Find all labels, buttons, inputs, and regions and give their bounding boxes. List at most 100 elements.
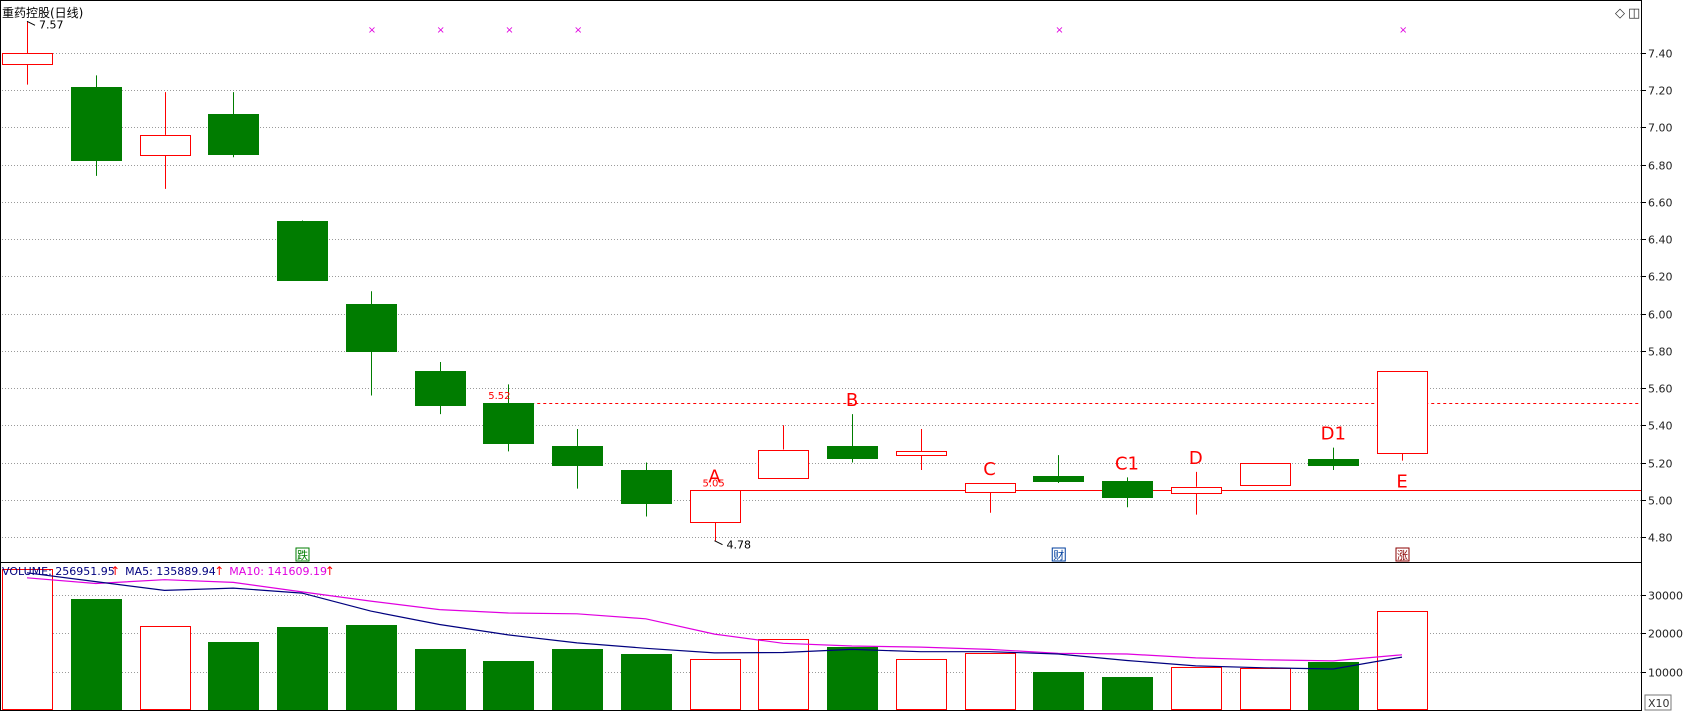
event-flag-涨[interactable]: 涨 bbox=[1397, 549, 1408, 562]
signal-x-marker: × bbox=[574, 25, 582, 36]
candle-body bbox=[552, 446, 603, 466]
volume-bar-10 bbox=[690, 659, 741, 710]
grid: 7.40 7.20 7.00 6.80 6.60 6.40 6.20 6.00 5.80 5.60… bbox=[2, 48, 1683, 680]
candle-1 bbox=[71, 75, 122, 176]
price-tick-label: 6.00 bbox=[1648, 309, 1673, 322]
reference-line-label: 5.52 bbox=[488, 391, 510, 402]
price-tick-label: 6.20 bbox=[1648, 271, 1673, 284]
volume-bar-6 bbox=[415, 649, 466, 710]
legend-up-arrow-icon: ↑ bbox=[214, 564, 224, 578]
price-tick-label: 4.80 bbox=[1648, 532, 1673, 545]
volume-legend-item: MA5: 135889.94 bbox=[125, 565, 216, 578]
legend-up-arrow-icon: ↑ bbox=[110, 564, 120, 578]
high-marker-label: 7.57 bbox=[39, 18, 64, 31]
candle-18 bbox=[1240, 463, 1291, 486]
candle-body bbox=[140, 135, 191, 156]
volume-legend-item: VOLUME: 256951.95 bbox=[2, 565, 115, 578]
annotation-D1: D1 bbox=[1321, 424, 1346, 445]
event-flag-box bbox=[1395, 547, 1410, 562]
price-tick-label: 5.80 bbox=[1648, 346, 1673, 359]
candle-11 bbox=[758, 425, 809, 479]
volume-bar-14 bbox=[965, 653, 1016, 710]
price-tick-label: 5.20 bbox=[1648, 458, 1673, 471]
volume-bars bbox=[2, 569, 1428, 710]
volume-bar-15 bbox=[1033, 672, 1084, 710]
candle-body bbox=[1102, 481, 1153, 498]
candle-body bbox=[1171, 487, 1222, 494]
volume-tick-label: 20000 bbox=[1648, 628, 1683, 641]
low-marker-label: 4.78 bbox=[727, 539, 752, 552]
candle-15 bbox=[1033, 455, 1084, 484]
chart-title: 重药控股(日线) bbox=[2, 6, 83, 20]
volume-bar-8 bbox=[552, 649, 603, 710]
candle-body bbox=[690, 490, 741, 523]
event-flag-跌[interactable]: 跌 bbox=[297, 548, 308, 562]
volume-bar-11 bbox=[758, 639, 809, 710]
annotation-E: E bbox=[1396, 472, 1407, 493]
candles bbox=[2, 21, 1428, 541]
candle-6 bbox=[415, 362, 466, 415]
diamond-icon[interactable]: ◇ bbox=[1615, 6, 1625, 21]
volume-bar-13 bbox=[896, 659, 947, 710]
candle-3 bbox=[208, 92, 259, 158]
volume-bar-12 bbox=[827, 647, 878, 710]
volume-bar-2 bbox=[140, 626, 191, 710]
candle-20 bbox=[1377, 371, 1428, 461]
price-tick-label: 5.60 bbox=[1648, 383, 1673, 396]
annotation-C1: C1 bbox=[1115, 453, 1139, 474]
reference-line-label: 5.05 bbox=[703, 478, 725, 489]
volume-legend-item: MA10: 141609.19 bbox=[229, 565, 327, 578]
candle-19 bbox=[1308, 447, 1359, 470]
candle-body bbox=[965, 483, 1016, 493]
signal-x-marker: × bbox=[505, 25, 513, 36]
legend-up-arrow-icon: ↑ bbox=[325, 564, 335, 578]
price-tick-label: 7.00 bbox=[1648, 122, 1673, 135]
volume-bar-9 bbox=[621, 654, 672, 710]
price-tick-label: 6.40 bbox=[1648, 234, 1673, 247]
candle-0 bbox=[2, 21, 53, 85]
price-tick-label: 5.00 bbox=[1648, 495, 1673, 508]
candle-body bbox=[758, 450, 809, 479]
chart-labels: VOLUME: 256951.95↑ MA5: 135889.94↑ MA10: 1… bbox=[2, 18, 1410, 578]
candle-body bbox=[71, 87, 122, 161]
volume-bar-4 bbox=[277, 627, 328, 710]
candle-body bbox=[621, 470, 672, 504]
volume-bar-17 bbox=[1171, 667, 1222, 710]
candle-4 bbox=[277, 220, 328, 281]
candle-7 bbox=[483, 384, 534, 452]
price-tick-label: 5.40 bbox=[1648, 420, 1673, 433]
volume-tick-label: 10000 bbox=[1648, 667, 1683, 680]
candle-body bbox=[896, 451, 947, 456]
event-flag-财[interactable]: 财 bbox=[1053, 548, 1064, 562]
price-tick-label: 7.40 bbox=[1648, 48, 1673, 61]
candle-body bbox=[1033, 476, 1084, 482]
volume-unit-badge: X10 bbox=[1648, 697, 1670, 710]
candle-body bbox=[208, 114, 259, 155]
candle-17 bbox=[1171, 471, 1222, 515]
price-tick-label: 6.80 bbox=[1648, 160, 1673, 173]
volume-bar-19 bbox=[1308, 662, 1359, 710]
volume-bar-18 bbox=[1240, 668, 1291, 710]
volume-bar-3 bbox=[208, 642, 259, 710]
candle-16 bbox=[1102, 477, 1153, 508]
candle-14 bbox=[965, 483, 1016, 513]
candle-body bbox=[1240, 463, 1291, 486]
volume-bar-0 bbox=[2, 569, 53, 710]
candle-body bbox=[1308, 459, 1359, 466]
volume-bar-16 bbox=[1102, 677, 1153, 710]
volume-unit-badge-box bbox=[1644, 694, 1672, 711]
low-marker-arrow-icon bbox=[714, 540, 723, 546]
window-toggle-icon[interactable]: ◫ bbox=[1628, 6, 1640, 21]
annotation-C: C bbox=[983, 459, 996, 480]
candle-body bbox=[827, 446, 878, 459]
price-tick-label: 6.60 bbox=[1648, 197, 1673, 210]
volume-ma-lines bbox=[26, 572, 1403, 670]
signal-x-marker: × bbox=[437, 25, 445, 36]
volume-bar-1 bbox=[71, 599, 122, 710]
signal-x-marker: × bbox=[1399, 25, 1407, 36]
event-flag-box bbox=[1051, 547, 1066, 562]
ma10-line bbox=[26, 577, 1403, 662]
annotation-B: B bbox=[846, 390, 858, 411]
